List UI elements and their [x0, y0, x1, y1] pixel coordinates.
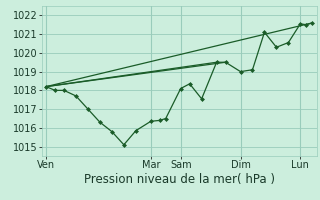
X-axis label: Pression niveau de la mer( hPa ): Pression niveau de la mer( hPa ) [84, 173, 275, 186]
